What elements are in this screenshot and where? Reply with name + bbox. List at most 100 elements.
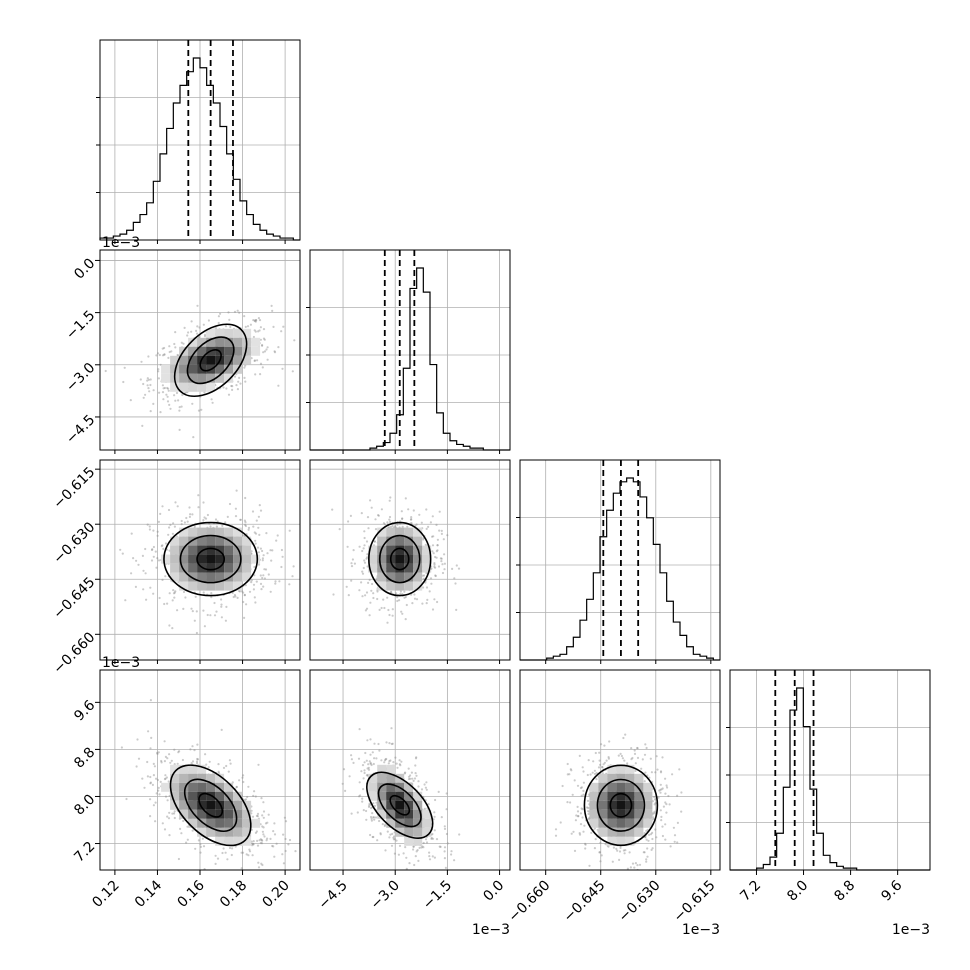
sample-point [187, 331, 190, 334]
sample-point [228, 759, 231, 762]
sample-point [244, 523, 247, 527]
sample-point [225, 605, 228, 609]
sample-point [579, 786, 583, 790]
density-cell [188, 527, 198, 537]
density-cell [179, 782, 189, 792]
density-cell [215, 364, 225, 374]
sample-point [159, 780, 162, 784]
sample-point [414, 757, 418, 760]
density-cell [224, 527, 234, 537]
sample-point [374, 518, 377, 521]
sample-point [155, 792, 158, 795]
density-cell [251, 346, 261, 356]
sample-point [358, 589, 361, 592]
sample-point [393, 835, 396, 838]
sample-point [165, 776, 168, 779]
sample-point [401, 525, 404, 529]
sample-point [288, 838, 292, 842]
sample-point [404, 595, 407, 599]
sample-point [224, 325, 228, 328]
x-tick-label: 8.8 [831, 878, 858, 905]
sample-point [158, 353, 161, 357]
density-cell [377, 554, 387, 564]
sample-point [673, 840, 676, 843]
sample-point [455, 608, 458, 612]
sample-point [253, 596, 256, 599]
sample-point [634, 862, 638, 865]
sample-point [236, 309, 239, 312]
sample-point [195, 610, 198, 613]
sample-point [408, 862, 411, 865]
x-scale-note: 1e−3 [682, 922, 720, 938]
sample-point [368, 614, 371, 617]
sample-point [659, 770, 663, 773]
sample-point [398, 763, 401, 766]
sample-point [265, 348, 268, 351]
sample-point [272, 845, 275, 848]
sample-point [432, 552, 435, 555]
density-cell [170, 773, 180, 783]
sample-point [220, 728, 223, 732]
sample-point [191, 513, 194, 516]
density-cell [616, 809, 626, 819]
sample-point [157, 377, 160, 380]
sample-point [284, 849, 287, 853]
sample-point [253, 531, 256, 534]
sample-point [151, 548, 154, 551]
sample-point [607, 757, 611, 760]
sample-point [561, 784, 564, 788]
density-cell [215, 773, 225, 783]
sample-point [155, 566, 158, 569]
sample-point [254, 795, 257, 798]
sample-point [385, 757, 388, 761]
density-cell [589, 791, 599, 801]
density-cell [197, 782, 207, 792]
contour-level [368, 521, 432, 597]
sample-point [593, 827, 597, 830]
sample-point [277, 384, 280, 387]
sample-point [255, 814, 258, 818]
sample-point [161, 822, 164, 825]
sample-point [254, 601, 257, 604]
density-cell [179, 527, 189, 537]
sample-point [450, 850, 453, 853]
sample-point [431, 608, 435, 611]
sample-point [196, 325, 199, 328]
density-cell [161, 364, 171, 374]
sample-point [368, 578, 371, 582]
sample-point [186, 520, 189, 523]
sample-point [261, 557, 264, 560]
density-cell [188, 764, 198, 774]
sample-point [568, 773, 571, 776]
sample-point [150, 548, 154, 552]
sample-point [369, 738, 372, 741]
sample-point [291, 370, 294, 373]
sample-point [149, 699, 152, 702]
sample-point [579, 812, 583, 815]
sample-point [235, 786, 238, 789]
density-cell [242, 827, 252, 837]
sample-point [164, 575, 167, 578]
sample-point [159, 411, 162, 414]
sample-point [152, 529, 155, 532]
density-cell [215, 554, 225, 564]
sample-point [400, 760, 403, 763]
sample-point [384, 758, 387, 761]
density-cell [233, 545, 243, 555]
sample-point [646, 847, 649, 850]
sample-point [168, 403, 171, 406]
sample-point [148, 525, 151, 528]
sample-point [199, 845, 202, 849]
density-cells [368, 527, 432, 591]
sample-point [163, 386, 166, 390]
density-cell [233, 836, 243, 846]
sample-point [178, 428, 181, 431]
density-cell [607, 809, 617, 819]
sample-point [215, 610, 218, 613]
sample-point [171, 627, 174, 630]
sample-point [361, 797, 364, 800]
density-cell [188, 554, 198, 564]
sample-point [443, 850, 446, 853]
x-tick-label: −0.630 [616, 878, 664, 926]
density-cell [215, 337, 225, 347]
